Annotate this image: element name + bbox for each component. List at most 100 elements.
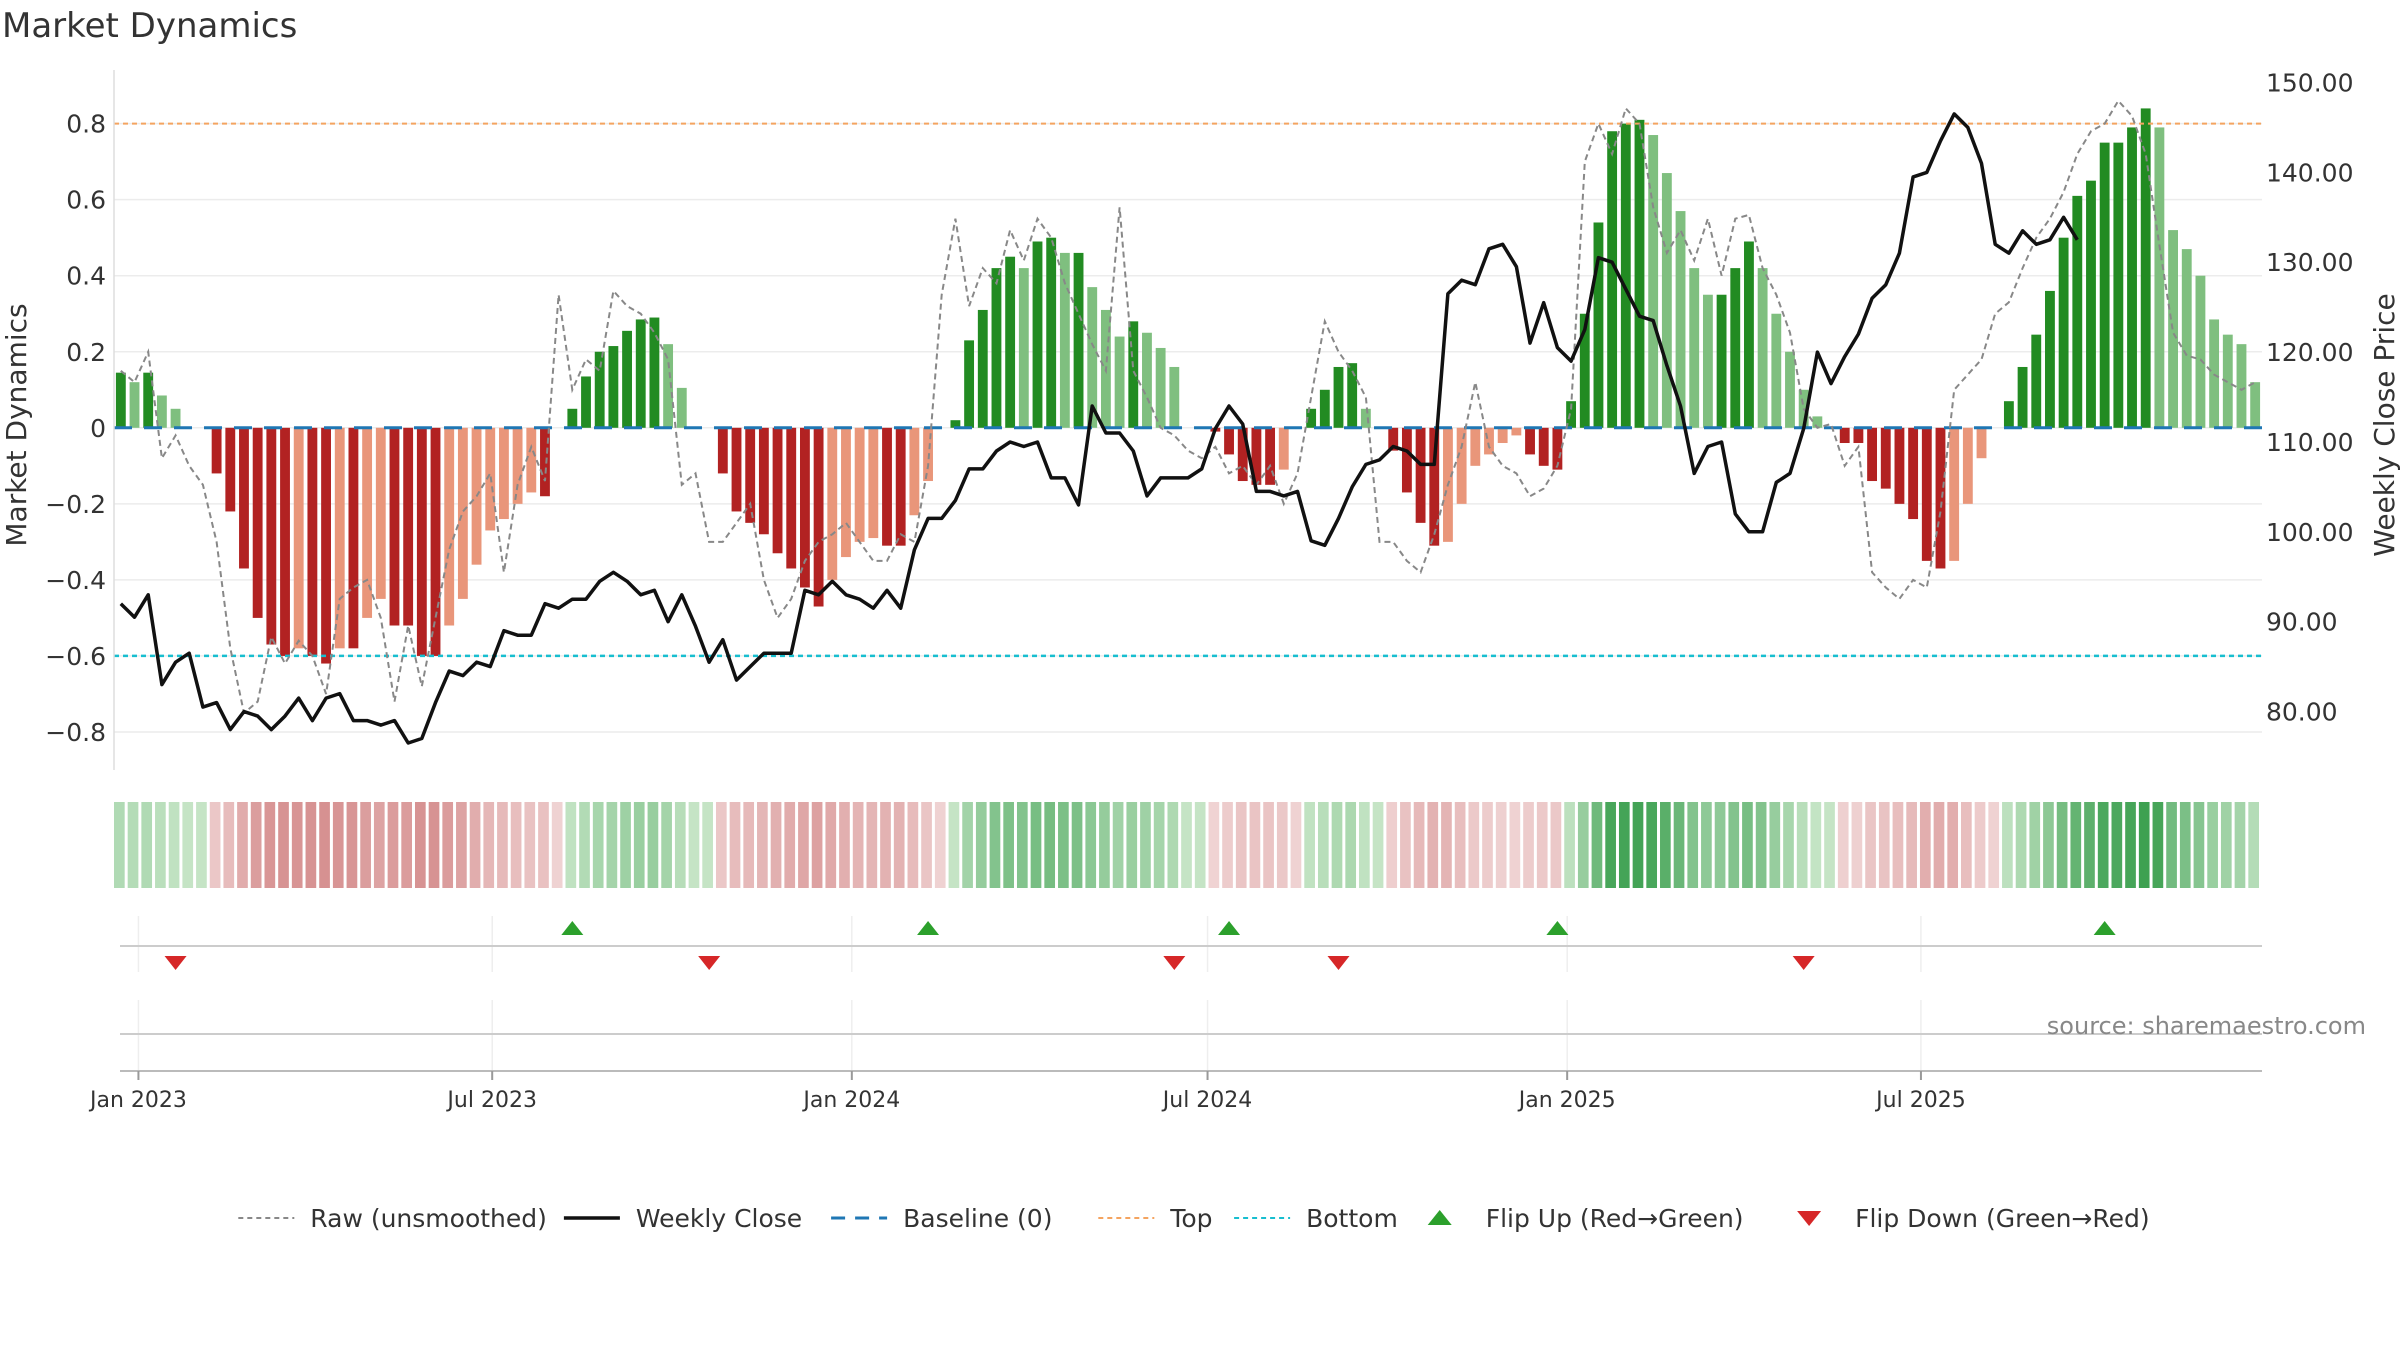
bar xyxy=(731,427,742,512)
y2-tick-label: 110.00 xyxy=(2266,428,2353,457)
bar xyxy=(1552,427,1563,470)
bar xyxy=(1607,131,1618,428)
y2-tick-label: 100.00 xyxy=(2266,518,2353,547)
heat-cell xyxy=(1372,802,1384,888)
bar xyxy=(2154,127,2165,428)
bar xyxy=(266,427,277,645)
heat-cell xyxy=(155,802,166,888)
bar xyxy=(1224,427,1234,455)
bar xyxy=(2250,382,2261,428)
heat-cell xyxy=(538,802,549,888)
heat-cell xyxy=(1167,802,1179,888)
grid-lines xyxy=(114,122,2262,733)
bar xyxy=(1142,332,1152,428)
bar xyxy=(115,372,126,428)
bar xyxy=(1046,237,1057,428)
heat-cell xyxy=(1071,802,1083,888)
bar xyxy=(1237,427,1248,482)
heat-cell xyxy=(1550,802,1562,888)
bar xyxy=(1306,408,1317,428)
bar xyxy=(676,387,687,428)
heat-cell xyxy=(1701,802,1712,888)
legend-label: Bottom xyxy=(1306,1204,1398,1233)
flip-down-marker xyxy=(1792,956,1815,970)
bar xyxy=(1812,416,1823,428)
y-tick-label: −0.2 xyxy=(45,490,106,519)
heat-cell xyxy=(620,802,631,888)
heat-cell xyxy=(1810,802,1822,888)
heat-cell xyxy=(989,802,1001,888)
bar xyxy=(964,340,975,428)
bar xyxy=(717,427,728,474)
bar xyxy=(758,427,769,535)
bar xyxy=(622,330,632,428)
x-tick-label: Jul 2023 xyxy=(445,1088,537,1113)
heat-cell xyxy=(524,802,536,888)
bar xyxy=(635,319,646,428)
bar xyxy=(1497,427,1508,444)
heat-cell xyxy=(483,802,495,888)
bar xyxy=(1949,427,1960,561)
heat-cell xyxy=(592,802,604,888)
bar xyxy=(608,346,619,428)
bar xyxy=(1525,427,1535,455)
bar xyxy=(1128,321,1139,428)
bar xyxy=(1962,427,1973,504)
bar xyxy=(1976,427,1987,459)
heat-cell xyxy=(428,802,440,888)
y-tick-label: 0.2 xyxy=(66,338,106,367)
bar xyxy=(1894,427,1905,504)
heat-cell xyxy=(2015,802,2027,888)
heat-cell xyxy=(1085,802,1097,888)
y2-tick-label: 150.00 xyxy=(2266,68,2353,97)
bar xyxy=(1415,427,1426,523)
bar xyxy=(1155,347,1166,428)
heat-cell xyxy=(319,802,330,888)
flip-down-marker xyxy=(164,956,187,970)
flip-up-marker xyxy=(1546,921,1569,935)
bar xyxy=(2113,142,2124,428)
bar xyxy=(143,372,154,428)
bar xyxy=(1401,427,1412,493)
heat-cell xyxy=(1796,802,1808,888)
heat-cell xyxy=(456,802,467,888)
heat-cell xyxy=(141,802,153,888)
legend-marker xyxy=(1427,1210,1452,1225)
bar xyxy=(2127,127,2137,428)
chart-title: Market Dynamics xyxy=(2,6,298,46)
heat-cell xyxy=(469,802,481,888)
heat-cell xyxy=(934,802,946,888)
bar xyxy=(498,427,509,520)
heat-cell xyxy=(1249,802,1261,888)
legend-label: Weekly Close xyxy=(636,1204,802,1233)
bar xyxy=(1169,366,1180,428)
heat-cell xyxy=(1290,802,1302,888)
heat-cell xyxy=(1618,802,1630,888)
bar xyxy=(293,427,304,649)
bar xyxy=(1716,294,1727,428)
bar xyxy=(909,427,920,516)
bar xyxy=(239,427,249,569)
heat-cell xyxy=(1974,802,1986,888)
heat-cell xyxy=(825,802,837,888)
bar xyxy=(1839,427,1850,444)
heat-cell xyxy=(770,802,782,888)
bar xyxy=(1511,427,1522,436)
bar xyxy=(526,427,537,493)
bar xyxy=(252,427,263,618)
close-series xyxy=(119,112,2079,745)
bar xyxy=(2181,249,2192,428)
heat-cell xyxy=(223,802,235,888)
bar xyxy=(1867,427,1878,482)
bar xyxy=(1785,351,1795,428)
bar xyxy=(2017,366,2028,428)
heat-cell xyxy=(250,802,262,888)
heat-cell xyxy=(811,802,823,888)
bar xyxy=(2236,344,2247,428)
heat-cell xyxy=(1865,802,1876,888)
bar xyxy=(1470,427,1481,466)
heat-cell xyxy=(373,802,385,888)
bar xyxy=(1251,427,1262,485)
bar xyxy=(129,382,140,428)
heat-cell xyxy=(1906,802,1917,888)
